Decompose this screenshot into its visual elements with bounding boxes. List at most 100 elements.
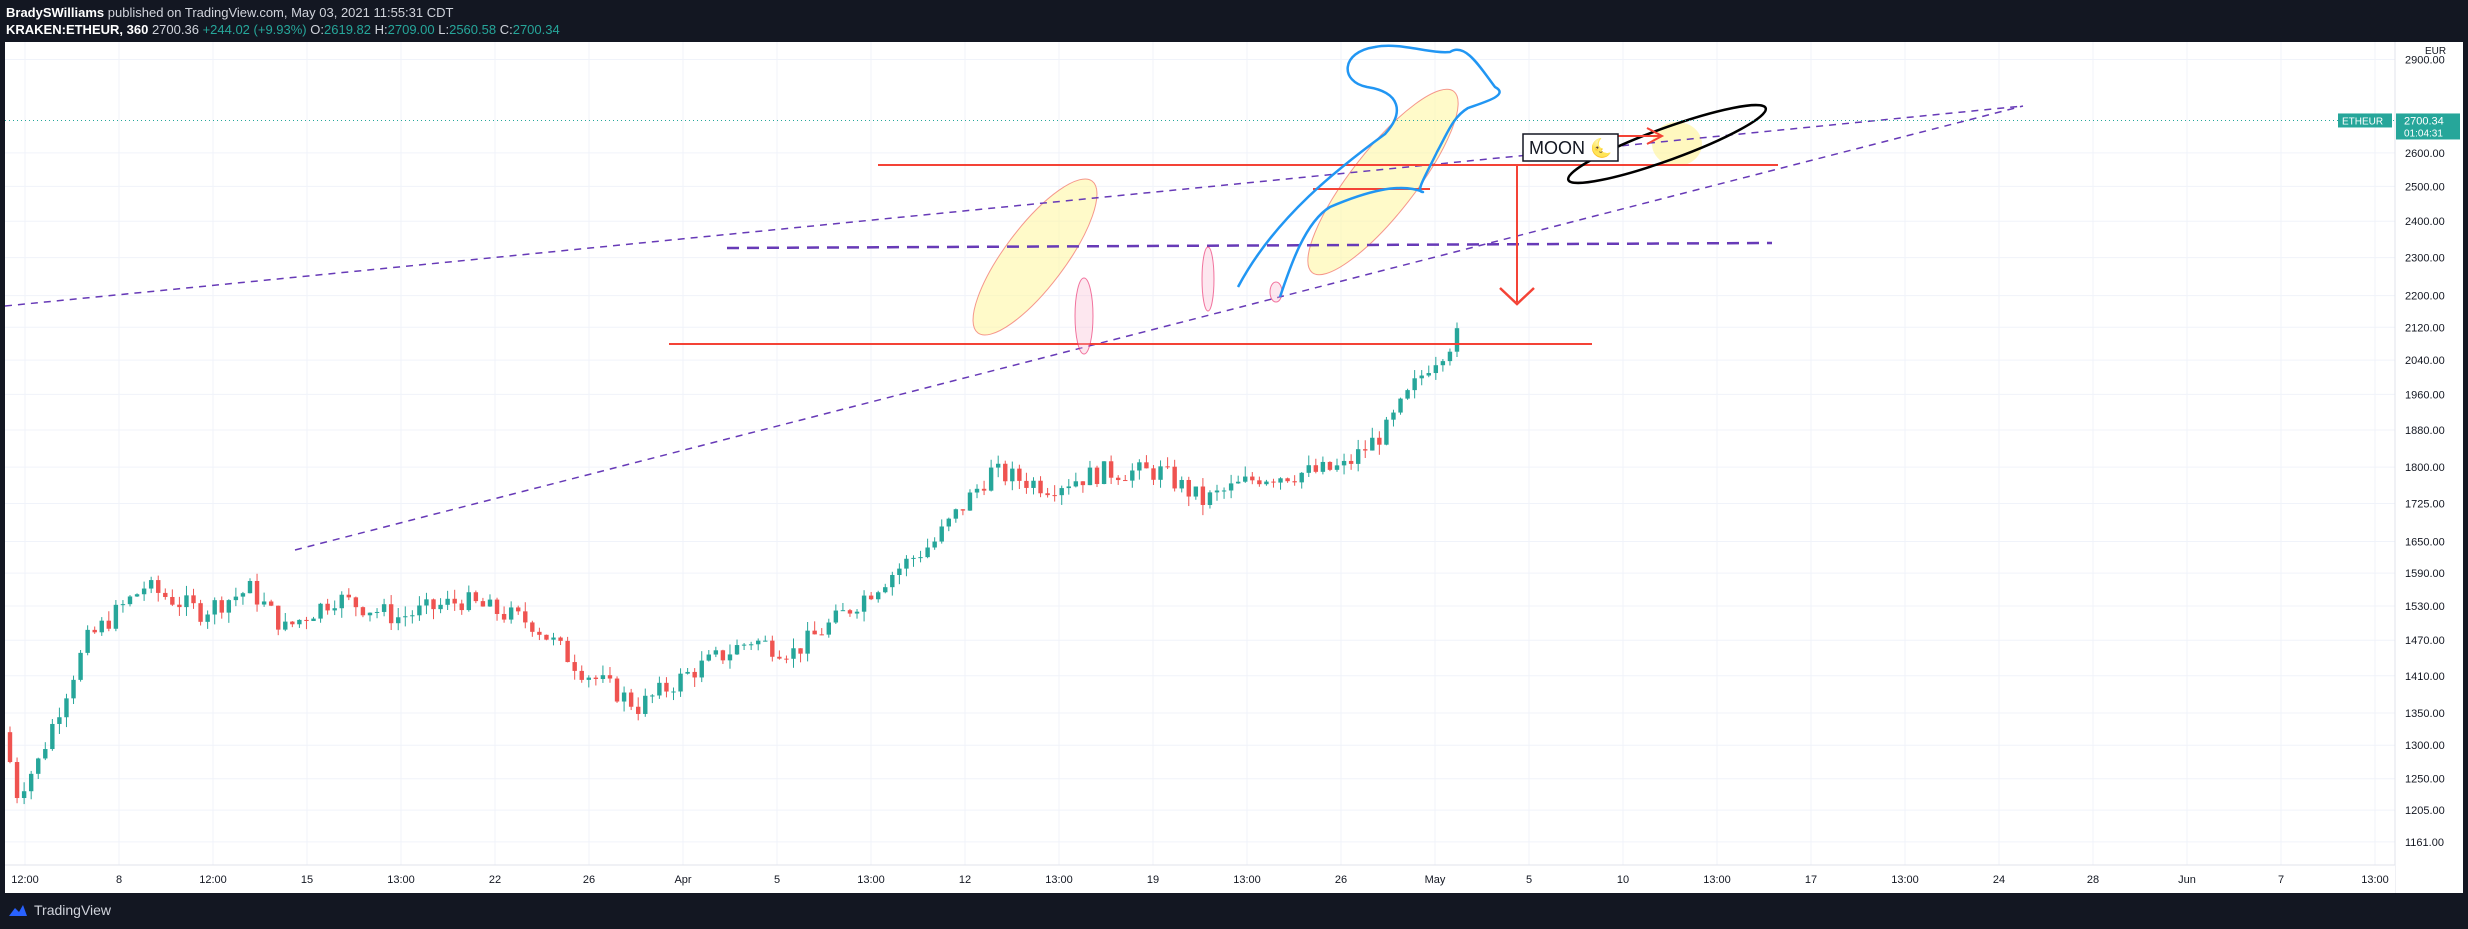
candle-body	[1454, 328, 1460, 352]
candle-body	[1377, 437, 1382, 445]
candle-body	[57, 717, 62, 724]
candle-body	[734, 645, 740, 655]
candle-body	[205, 614, 210, 622]
drawings: MOON 🌜	[4, 44, 2024, 551]
candle-body	[1087, 467, 1093, 486]
candle-body	[1363, 449, 1368, 451]
candle-body	[501, 613, 507, 620]
x-tick-label: Apr	[674, 874, 691, 886]
candle-body	[304, 619, 309, 622]
x-tick-label: 13:00	[1891, 874, 1919, 886]
highlight-circle[interactable]	[1652, 122, 1702, 166]
candle-body	[163, 592, 168, 597]
x-tick-label: 28	[2087, 874, 2099, 886]
candle-body	[36, 758, 41, 774]
candle-body	[819, 634, 824, 636]
candle-body	[346, 594, 352, 598]
candle-body	[473, 592, 479, 602]
candle-body	[1271, 481, 1276, 483]
candle-body	[14, 762, 20, 799]
close-label: C:	[499, 22, 513, 37]
candle-body	[946, 518, 951, 527]
orbit-ellipse[interactable]	[1563, 93, 1771, 195]
candle-body	[981, 488, 987, 491]
x-tick-label: May	[1425, 874, 1446, 886]
candle-body	[876, 592, 881, 600]
candle-body	[925, 547, 930, 558]
highlight-ellipse-2[interactable]	[1287, 72, 1479, 293]
open-value: 2619.82	[324, 22, 371, 37]
tradingview-logo[interactable]: TradingView	[8, 902, 111, 918]
candle-body	[664, 682, 669, 692]
candle-body	[974, 488, 980, 493]
candle-body	[85, 629, 90, 653]
candle-body	[226, 600, 232, 613]
candle-body	[854, 611, 860, 614]
candle-body	[1257, 480, 1262, 485]
candle-body	[438, 604, 443, 610]
low-label: L:	[438, 22, 450, 37]
symbol-label[interactable]: KRAKEN:ETHEUR, 360	[6, 22, 149, 37]
blue-freehand-drawing[interactable]	[1236, 44, 1501, 298]
candle-body	[607, 675, 613, 679]
candle-body	[1123, 480, 1128, 482]
wick-ellipse-2[interactable]	[1201, 246, 1215, 312]
candle-body	[1207, 492, 1213, 505]
y-tick-label: 2400.00	[2405, 216, 2445, 228]
candle-body	[593, 677, 599, 680]
y-tick-label: 1725.00	[2405, 498, 2445, 510]
y-tick-label: 1470.00	[2405, 635, 2445, 647]
candle-body	[1405, 390, 1410, 399]
candle-body	[367, 612, 373, 616]
candle-body	[1391, 412, 1396, 420]
candle-body	[897, 568, 902, 575]
candle-body	[487, 599, 493, 607]
candle-body	[297, 619, 302, 625]
candle-body	[1313, 465, 1319, 472]
candle-body	[198, 603, 203, 622]
open-label: O:	[310, 22, 324, 37]
highlight-ellipse-1[interactable]	[954, 163, 1116, 351]
candle-body	[184, 595, 189, 608]
y-tick-label: 1650.00	[2405, 536, 2445, 548]
time-axis[interactable]: 12:00 8 12:00 15 13:00 22 26 Apr 5 13:00 12 13:00 19…	[5, 864, 2395, 893]
candle-body	[1243, 476, 1248, 482]
wick-ellipse-1[interactable]	[1074, 277, 1094, 355]
grid	[5, 42, 2395, 865]
down-arrow-head[interactable]	[1499, 287, 1535, 306]
candle-body	[1137, 462, 1142, 471]
dashed-level[interactable]	[726, 241, 1773, 250]
lower-trendline[interactable]	[294, 105, 2024, 551]
candle-body	[1038, 480, 1043, 494]
y-tick-label: 2500.00	[2405, 181, 2445, 193]
candle-body	[374, 611, 380, 613]
author-name[interactable]: BradySWilliams	[6, 5, 105, 20]
chart-area[interactable]: MOON 🌜 2900.00 2600.00 2500.00 2400.00 2300.…	[4, 42, 2463, 893]
candle-body	[268, 601, 274, 606]
x-tick-label: 12	[959, 874, 971, 886]
y-tick-label: 1161.00	[2405, 837, 2444, 849]
candle-body	[868, 595, 874, 600]
wick-ellipse-3[interactable]	[1269, 281, 1283, 303]
candle-body	[883, 587, 888, 593]
candle-body	[770, 640, 775, 657]
candle-body	[1221, 490, 1227, 492]
candle-body	[995, 463, 1001, 468]
tradingview-icon	[9, 905, 27, 916]
candle-body	[777, 656, 782, 659]
candle-body	[1370, 437, 1375, 451]
x-tick-label: 26	[583, 874, 595, 886]
price-chart[interactable]: MOON 🌜 2900.00 2600.00 2500.00 2400.00 2300.…	[4, 42, 2463, 893]
candle-body	[833, 610, 839, 623]
candle-body	[537, 631, 542, 635]
y-tick-label: 1250.00	[2405, 774, 2445, 786]
price-axis[interactable]: 2900.00 2600.00 2500.00 2400.00 2300.00 2200.…	[2394, 42, 2463, 893]
x-tick-label: 12:00	[199, 874, 227, 886]
candle-body	[254, 580, 260, 605]
moon-textbox[interactable]	[1522, 133, 1619, 162]
candle-body	[1108, 461, 1114, 478]
symbol-tag-text: ETHEUR	[2342, 116, 2383, 127]
candle-body	[1341, 460, 1347, 466]
price-tag-value: 2700.34	[2404, 115, 2444, 127]
candle-body	[1115, 477, 1121, 481]
